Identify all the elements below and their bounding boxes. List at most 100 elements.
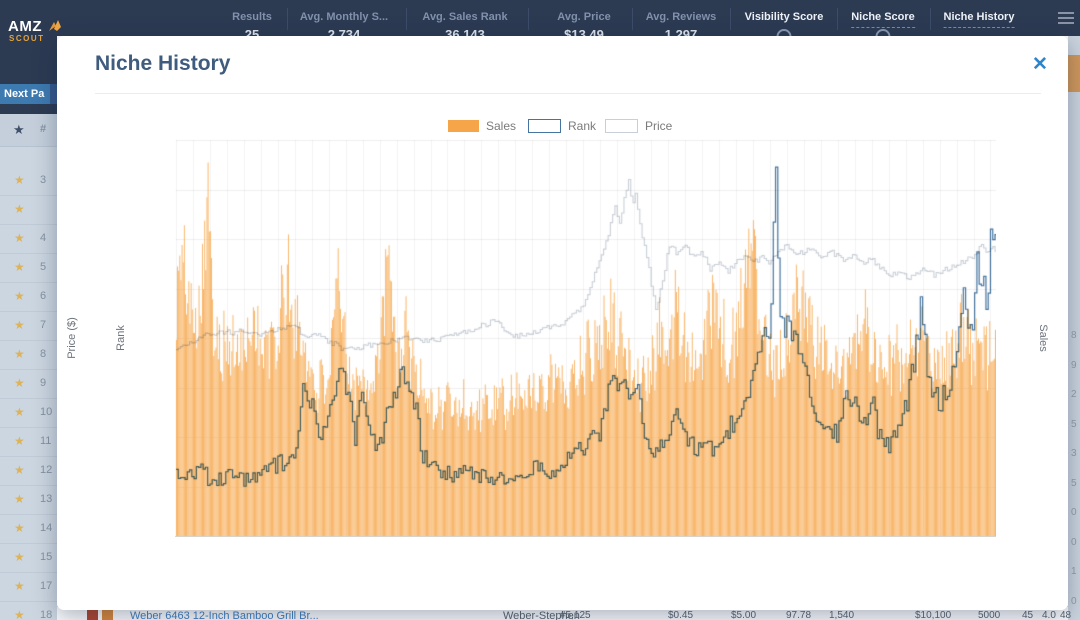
table-row[interactable]: ★ 12 — [0, 456, 57, 486]
sales-swatch — [448, 120, 479, 132]
row-rank-number: 8 — [40, 348, 47, 360]
background-right-strip: 8 9 2 5 3 5 0 0 1 0 — [1068, 36, 1080, 620]
row-rank-number: 6 — [40, 290, 47, 302]
row-cell: $0.45 — [668, 610, 694, 620]
table-row[interactable]: ★ — [0, 195, 57, 225]
background-table-left-column: ★ # ★ 3 ★ ★ 4 ★ 5 ★ 6 ★ 7 ★ 8 ★ 9 ★ 10 ★ 11 ★ 12 ★ 13 ★ 14 ★ 15 ★ 17… — [0, 114, 57, 620]
clipped-digit: 1 — [1071, 566, 1077, 577]
table-row[interactable]: ★ 6 — [0, 282, 57, 312]
row-cell: $5.00 — [731, 610, 757, 620]
row-rank-number: 14 — [40, 522, 53, 534]
star-icon[interactable]: ★ — [14, 260, 25, 274]
star-icon[interactable]: ★ — [14, 550, 25, 564]
star-column-icon[interactable]: ★ — [13, 122, 25, 137]
star-icon[interactable]: ★ — [14, 202, 25, 216]
modal-divider — [95, 93, 1041, 94]
tab-avg-sales-rank[interactable]: Avg. Sales Rank — [422, 11, 508, 23]
product-thumbnail — [87, 609, 98, 620]
table-row[interactable]: ★ 18 — [0, 601, 57, 620]
row-rank-number: 9 — [40, 377, 47, 389]
table-row[interactable]: ★ 13 — [0, 485, 57, 515]
table-row[interactable]: ★ 17 — [0, 572, 57, 602]
dashed-underline — [943, 27, 1015, 28]
dashed-underline — [851, 27, 915, 28]
star-icon[interactable]: ★ — [14, 463, 25, 477]
star-icon[interactable]: ★ — [14, 608, 25, 620]
rank-column-header[interactable]: # — [40, 123, 47, 135]
logo-subtext: SCOUT — [9, 34, 45, 43]
clipped-digit: 0 — [1071, 536, 1077, 548]
row-rank-number: 15 — [40, 551, 53, 563]
table-row[interactable]: ★ 10 — [0, 398, 57, 428]
tab-results[interactable]: Results — [232, 11, 272, 23]
row-rank-number: 17 — [40, 580, 53, 592]
star-icon[interactable]: ★ — [14, 376, 25, 390]
row-rank-number: 18 — [40, 609, 53, 620]
price-swatch — [605, 119, 638, 133]
star-icon[interactable]: ★ — [14, 289, 25, 303]
table-row[interactable]: ★ 9 — [0, 369, 57, 399]
legend-item-price[interactable]: Price — [605, 119, 672, 133]
star-icon[interactable]: ★ — [14, 405, 25, 419]
tab-niche-history[interactable]: Niche History — [943, 11, 1015, 28]
table-row[interactable]: ★ 4 — [0, 224, 57, 254]
row-rank-number: 12 — [40, 464, 53, 476]
table-header-row: ★ # — [0, 114, 57, 147]
row-cell: $10,100 — [915, 610, 952, 620]
hamburger-menu-icon[interactable] — [1058, 12, 1074, 24]
sales-axis-title: Sales — [1037, 324, 1049, 352]
star-icon[interactable]: ★ — [14, 347, 25, 361]
table-row[interactable]: ★ 15 — [0, 543, 57, 573]
row-cell: 5000 — [978, 610, 1001, 620]
app-header: Results 25 Avg. Monthly S... 2,734 Avg. Sale… — [0, 0, 1080, 44]
header-separator — [730, 8, 731, 30]
table-row[interactable]: ★ 5 — [0, 253, 57, 283]
row-cell: 48 — [1060, 610, 1072, 620]
star-icon[interactable]: ★ — [14, 434, 25, 448]
header-separator — [632, 8, 633, 30]
star-icon[interactable]: ★ — [14, 492, 25, 506]
tab-avg-reviews[interactable]: Avg. Reviews — [645, 11, 717, 23]
product-name-link[interactable]: Weber 6463 12-Inch Bamboo Grill Br... — [130, 610, 319, 620]
legend-label: Price — [645, 119, 673, 133]
flame-icon — [48, 20, 61, 31]
logo-text: AMZ — [8, 18, 42, 35]
table-row[interactable]: ★ 8 — [0, 340, 57, 370]
table-row[interactable]: ★ 14 — [0, 514, 57, 544]
star-icon[interactable]: ★ — [14, 231, 25, 245]
row-rank-number: 4 — [40, 232, 47, 244]
header-separator — [837, 8, 838, 30]
row-rank-number: 3 — [40, 174, 47, 186]
product-brand: Weber-Stephen — [503, 610, 580, 620]
next-page-button[interactable]: Next Pa — [0, 84, 50, 104]
clipped-digit: 0 — [1071, 507, 1077, 518]
scroll-indicator[interactable] — [1068, 55, 1080, 92]
niche-history-chart — [175, 139, 996, 537]
row-rank-number: 13 — [40, 493, 53, 505]
row-cell: 97.78 — [786, 610, 812, 620]
row-cell: 4.0 — [1042, 610, 1056, 620]
tab-avg-price[interactable]: Avg. Price — [557, 11, 611, 23]
tab-avg-monthly-s-[interactable]: Avg. Monthly S... — [299, 11, 389, 23]
star-icon[interactable]: ★ — [14, 318, 25, 332]
close-icon[interactable]: ✕ — [1032, 54, 1048, 75]
header-separator — [930, 8, 931, 30]
legend-item-sales[interactable]: Sales — [448, 119, 516, 133]
tab-visibility-score[interactable]: Visibility Score — [744, 11, 824, 23]
clipped-digit: 9 — [1071, 359, 1077, 371]
amzscout-logo[interactable]: AMZ — [8, 18, 62, 35]
row-rank-number: 5 — [40, 261, 47, 273]
table-row[interactable]: ★ 3 — [0, 166, 57, 196]
star-icon[interactable]: ★ — [14, 521, 25, 535]
header-separator — [287, 8, 288, 30]
star-icon[interactable]: ★ — [14, 579, 25, 593]
tab-niche-score[interactable]: Niche Score — [851, 11, 915, 28]
star-icon[interactable]: ★ — [14, 173, 25, 187]
table-row[interactable]: ★ 7 — [0, 311, 57, 341]
legend-item-rank[interactable]: Rank — [528, 119, 596, 133]
clipped-digit: 8 — [1071, 330, 1077, 341]
price-axis-title: Price ($) — [66, 317, 78, 359]
table-row[interactable]: ★ 11 — [0, 427, 57, 457]
row-cell: #5,125 — [560, 610, 591, 620]
